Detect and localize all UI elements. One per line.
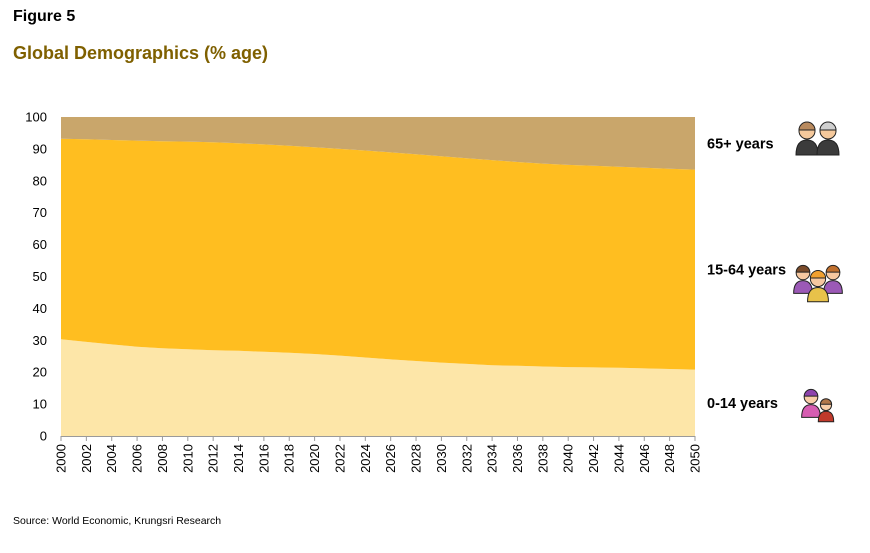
y-tick-label: 90 [33, 141, 47, 156]
x-tick-label: 2024 [358, 444, 373, 473]
y-tick-label: 60 [33, 237, 47, 252]
chart-title: Global Demographics (% age) [13, 43, 269, 63]
area-layer [61, 117, 695, 436]
area-series-2 [61, 117, 695, 170]
x-tick-label: 2038 [535, 444, 550, 473]
x-tick-label: 2028 [409, 444, 424, 473]
y-tick-label: 30 [33, 333, 47, 348]
x-tick-label: 2030 [434, 444, 449, 473]
x-tick-label: 2034 [485, 444, 500, 473]
x-tick-label: 2020 [307, 444, 322, 473]
series-label-0: 0-14 years [707, 396, 778, 412]
y-tick-label: 0 [40, 429, 47, 444]
x-tick-label: 2008 [155, 444, 170, 473]
x-tick-label: 2032 [459, 444, 474, 473]
series-label-layer: 0-14 years 15-64 years 65+ years [707, 136, 786, 412]
x-tick-label: 2010 [180, 444, 195, 473]
source-note: Source: World Economic, Krungsri Researc… [13, 515, 222, 527]
area-series-1 [61, 138, 695, 370]
series-label-1: 15-64 years [707, 263, 786, 279]
x-tick-label: 2000 [54, 444, 69, 473]
family-group-icon [793, 264, 843, 303]
y-tick-label: 10 [33, 397, 47, 412]
figure-label: Figure 5 [13, 8, 76, 25]
y-tick-label: 50 [33, 269, 47, 284]
y-tick-label: 20 [33, 365, 47, 380]
x-tick-label: 2014 [231, 444, 246, 473]
x-tick-label: 2018 [282, 444, 297, 473]
x-tick-label: 2022 [333, 444, 348, 473]
x-tick-label: 2042 [586, 444, 601, 473]
x-tick-label: 2040 [561, 444, 576, 473]
x-tick-label: 2004 [104, 444, 119, 473]
child-pair-icon [801, 388, 835, 423]
x-tick-label: 2002 [79, 444, 94, 473]
x-tick-label: 2048 [662, 444, 677, 473]
y-tick-label: 80 [33, 173, 47, 188]
x-tick-label: 2006 [130, 444, 145, 473]
y-tick-label: 70 [33, 205, 47, 220]
y-tick-label: 40 [33, 301, 47, 316]
x-tick-label: 2012 [206, 444, 221, 473]
area-series-0 [61, 339, 695, 436]
series-label-2: 65+ years [707, 136, 774, 152]
x-tick-label: 2036 [510, 444, 525, 473]
y-tick-label: 100 [25, 110, 47, 125]
x-tick-label: 2044 [611, 444, 626, 473]
elderly-couple-icon [795, 121, 840, 156]
x-tick-label: 2050 [688, 444, 703, 473]
x-tick-label: 2016 [256, 444, 271, 473]
x-tick-label: 2026 [383, 444, 398, 473]
icon-layer [793, 121, 843, 423]
x-tick-label: 2046 [637, 444, 652, 473]
